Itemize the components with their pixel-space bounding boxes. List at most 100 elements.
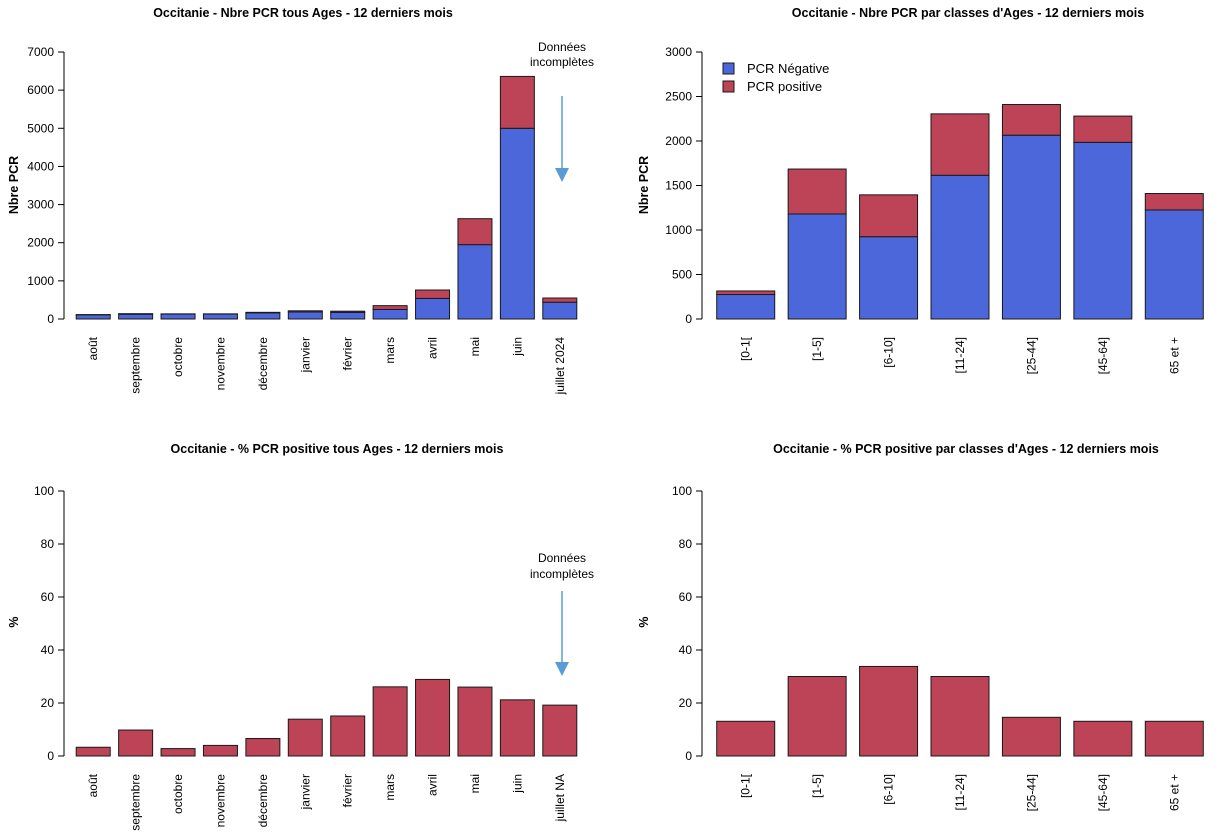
x-tick-label: [0-1[ <box>739 336 753 361</box>
bar-pcr-positive <box>118 313 154 315</box>
y-tick-label: 3000 <box>665 45 692 59</box>
x-tick-label: août <box>86 773 100 797</box>
bar-pcr-negative <box>118 313 154 320</box>
bar-pcr-negative <box>160 313 196 320</box>
bar-pcr-positive <box>499 75 535 129</box>
x-tick-label: février <box>341 337 355 370</box>
y-axis-label: Nbre PCR <box>7 156 21 214</box>
y-tick-label: 60 <box>679 590 693 604</box>
bar-pcr-negative <box>287 311 323 320</box>
bar-pct-positive <box>1073 720 1133 757</box>
chart-count-by-age: Occitanie - Nbre PCR par classes d'Ages … <box>637 6 1204 374</box>
y-tick-label: 2000 <box>27 236 54 250</box>
y-tick-label: 0 <box>685 312 692 326</box>
bar-pcr-negative <box>372 308 408 320</box>
x-tick-label: mars <box>383 774 397 801</box>
bar-pcr-negative <box>75 314 111 320</box>
y-axis-label: % <box>7 616 21 627</box>
bar-pct-positive <box>716 720 776 757</box>
bar-pcr-positive <box>1001 104 1061 136</box>
x-tick-label: [1-5] <box>810 774 824 798</box>
x-tick-label: octobre <box>171 337 185 377</box>
chart-title: Occitanie - % PCR positive tous Ages - 1… <box>171 442 504 456</box>
x-tick-label: décembre <box>256 337 270 391</box>
annotation-text: Données <box>538 551 586 565</box>
bar-pcr-positive <box>245 311 281 314</box>
bar-pcr-negative <box>499 127 535 320</box>
x-tick-label: novembre <box>213 774 227 828</box>
chart-pct-by-age: Occitanie - % PCR positive par classes d… <box>637 442 1204 811</box>
bar-pcr-positive <box>415 289 451 299</box>
x-tick-label: avril <box>426 337 440 359</box>
bar-pct-positive <box>1144 720 1204 757</box>
x-tick-label: juin <box>510 774 524 794</box>
legend-swatch <box>722 62 735 75</box>
y-tick-label: 7000 <box>27 45 54 59</box>
bar-pct-positive <box>330 715 366 757</box>
x-tick-label: juin <box>510 337 524 357</box>
bar-pcr-negative <box>202 313 238 320</box>
chart-pct-by-month: Occitanie - % PCR positive tous Ages - 1… <box>7 442 594 831</box>
annotation-text: Données <box>538 40 586 54</box>
x-tick-label: 65 et + <box>1167 337 1181 374</box>
bar-pcr-negative <box>1144 209 1204 320</box>
bar-pct-positive <box>457 686 493 757</box>
y-tick-label: 2500 <box>665 90 692 104</box>
chart-count-by-month: Occitanie - Nbre PCR tous Ages - 12 dern… <box>7 6 594 396</box>
bar-pcr-negative <box>457 244 493 320</box>
y-tick-label: 0 <box>47 749 54 763</box>
y-tick-label: 5000 <box>27 121 54 135</box>
y-tick-label: 1500 <box>665 179 692 193</box>
x-tick-label: février <box>341 774 355 807</box>
y-axis-label: Nbre PCR <box>637 156 651 214</box>
y-tick-label: 1000 <box>665 223 692 237</box>
bar-pcr-positive <box>1144 193 1204 211</box>
y-tick-label: 0 <box>685 749 692 763</box>
x-tick-label: octobre <box>171 774 185 814</box>
y-tick-label: 20 <box>679 696 693 710</box>
x-tick-label: mai <box>468 337 482 356</box>
annotation-arrow-head <box>555 662 569 676</box>
x-tick-label: [1-5] <box>810 337 824 361</box>
legend-swatch <box>722 80 735 93</box>
y-tick-label: 80 <box>41 537 55 551</box>
bar-pcr-negative <box>787 213 847 320</box>
x-tick-label: septembre <box>129 337 143 394</box>
bar-pct-positive <box>415 678 451 757</box>
bar-pcr-positive <box>330 310 366 313</box>
x-tick-label: [45-64] <box>1096 337 1110 374</box>
x-tick-label: 65 et + <box>1167 774 1181 811</box>
y-tick-label: 500 <box>672 268 692 282</box>
x-tick-label: [25-44] <box>1024 774 1038 811</box>
bar-pcr-positive <box>287 310 323 313</box>
x-tick-label: avril <box>426 774 440 796</box>
y-tick-label: 60 <box>41 590 55 604</box>
bar-pct-positive <box>245 738 281 757</box>
y-tick-label: 4000 <box>27 159 54 173</box>
x-tick-label: juillet 2024 <box>553 337 567 396</box>
x-tick-label: mai <box>468 774 482 793</box>
x-tick-label: [6-10] <box>882 337 896 368</box>
bar-pcr-negative <box>1073 141 1133 320</box>
bar-pcr-negative <box>716 294 776 320</box>
y-tick-label: 100 <box>34 484 54 498</box>
bar-pcr-positive <box>542 297 578 303</box>
x-tick-label: [6-10] <box>882 774 896 805</box>
bar-pcr-negative <box>415 297 451 320</box>
y-axis-label: % <box>637 616 651 627</box>
x-tick-label: [0-1[ <box>739 773 753 798</box>
legend-label: PCR Négative <box>747 61 829 76</box>
x-tick-label: [11-24] <box>953 774 967 810</box>
y-tick-label: 100 <box>672 484 692 498</box>
bar-pct-positive <box>930 676 990 757</box>
bar-pcr-positive <box>1073 115 1133 143</box>
bar-pct-positive <box>118 729 154 757</box>
x-tick-label: mars <box>383 337 397 364</box>
bar-pcr-negative <box>542 301 578 320</box>
bar-pct-positive <box>1001 716 1061 757</box>
x-tick-label: [25-44] <box>1024 337 1038 374</box>
y-tick-label: 1000 <box>27 274 54 288</box>
x-tick-label: juillet NA <box>553 774 567 822</box>
x-tick-label: septembre <box>129 774 143 831</box>
bar-pct-positive <box>75 746 111 757</box>
